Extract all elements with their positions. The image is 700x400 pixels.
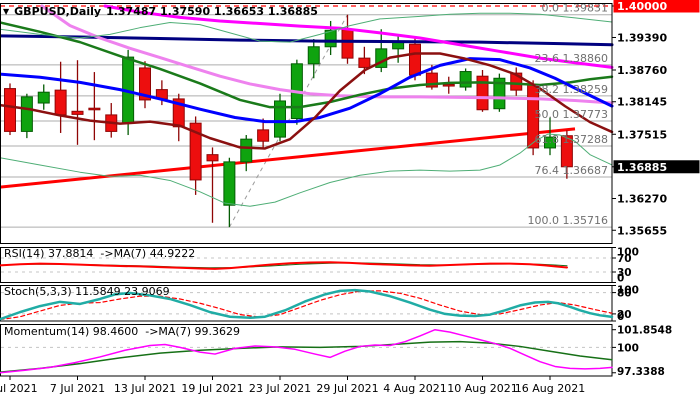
fib-level-label: 23.6 1.38860 [535,52,608,65]
candle-body [510,72,523,91]
ma-violet [40,4,614,105]
ma-navy [0,34,614,47]
candle-body [560,135,573,168]
candle-body [544,136,556,149]
trendline [0,127,576,189]
rsi-panel-scale-label: 70 [617,253,632,265]
candle-body [358,57,371,68]
date-label: 29 Jul 2021 [316,382,378,395]
env-upper [0,12,613,43]
stoch-panel-border [0,285,613,322]
candle-body [71,110,84,115]
stoch-panel-scale-label: 0 [617,311,624,323]
candle-body [240,138,253,163]
momentum-panel-main-line [0,328,613,374]
candle-body [139,67,151,101]
candle-body [442,83,455,87]
candle-body [324,29,337,48]
fib-level-label: 76.4 1.36687 [535,164,608,177]
price-axis-label: 1.38145 [617,96,667,109]
price-axis[interactable]: 1.40000 1.39390 1.38760 1.38145 1.37515 1.368… [612,0,700,237]
candle-body [409,43,421,76]
date-axis[interactable]: 1 Jul 2021 7 Jul 2021 13 Jul 2021 19 Jul 20… [0,376,585,395]
candle-body [274,100,286,138]
price-badge-black [613,160,700,174]
momentum-panel[interactable]: 101.8548 100 97.3388 [0,324,672,379]
fib-level-label: 0.0 1.39831 [542,2,608,15]
symbol-dropdown-icon[interactable]: ▼ [3,7,10,16]
momentum-panel-scale-label: 97.3388 [617,366,665,378]
rsi-indicator-label: RSI(14) 37.8814 ->MA(7) 44.9222 [4,247,196,260]
fib-level-label: 50.0 1.37773 [535,108,608,121]
momentum-indicator-label: Momentum(14) 98.4600 ->MA(7) 99.3629 [4,325,241,338]
symbol-ohlc-values: 1.37487 1.37590 1.36653 1.36885 [106,5,318,18]
candle-body [206,154,219,162]
candle-body [341,29,354,59]
symbol-name: GBPUSD,Daily [14,5,102,18]
stoch-panel-scale-label: 80 [617,288,632,300]
price-axis-label: 1.35655 [617,224,667,237]
candle-body [425,72,438,88]
rsi-panel-scale-label: 100 [617,247,639,259]
stoch-panel-scale-label: 20 [617,309,632,321]
rsi-panel-main-line [0,261,568,270]
candle-body [257,129,270,142]
date-label: 23 Jul 2021 [249,382,311,395]
date-label: 4 Aug 2021 [383,382,446,395]
price-axis-label: 1.38760 [617,64,667,77]
symbol-title[interactable]: ▼ GBPUSD,Daily 1.37487 1.37590 1.36653 1… [3,5,318,18]
momentum-panel-border [0,324,613,377]
fib-level-label: 61.8 1.37288 [535,133,608,146]
ma-blue [0,57,614,124]
ma-magenta [103,4,614,69]
candle-body [54,89,67,116]
rsi-panel-scale-label: 30 [617,267,632,279]
stoch-indicator-label: Stoch(5,3,3) 11.5849 23.9069 [4,285,170,298]
price-badge-label: 1.40000 [617,0,667,13]
date-label: 7 Jul 2021 [50,382,105,395]
candle-body [20,96,33,132]
env-lower [0,133,613,207]
date-label: 19 Jul 2021 [181,382,243,395]
momentum-panel-ma-line [0,340,613,373]
date-label: 13 Jul 2021 [114,382,176,395]
candle-body [307,46,320,65]
candle-body [4,88,16,132]
price-badge-label: 1.36885 [617,161,667,174]
date-label: 1 Jul 2021 [0,382,38,395]
main-chart-panel[interactable]: 0.0 1.39831 23.6 1.38860 38.2 1.38259 50.0 … [0,2,614,244]
candle-body [223,161,236,206]
price-badge-red [613,0,700,13]
price-axis-label: 1.37515 [617,128,667,141]
candle-body [88,107,101,111]
candle-body [476,75,489,111]
price-axis-label: 1.39390 [617,31,667,44]
momentum-panel-scale-label: 101.8548 [617,325,672,337]
candle-body [189,122,202,181]
stoch-panel-signal-line [0,290,613,321]
price-axis-label: 1.36270 [617,193,667,206]
ma-maroon [0,52,614,150]
fib-level-label: 100.0 1.35716 [528,214,608,227]
date-label: 16 Aug 2021 [515,382,585,395]
stoch-panel-main-line [0,288,614,321]
candle-body [459,71,472,88]
candle-body [493,77,506,110]
date-label: 10 Aug 2021 [447,382,517,395]
fib-level-label: 38.2 1.38259 [535,83,608,96]
candle-body [37,91,50,104]
rsi-panel-scale-label: 0 [617,273,624,285]
momentum-panel-scale-label: 100 [617,342,639,354]
main-panel-border [0,3,613,244]
stoch-panel-scale-label: 100 [617,285,639,297]
